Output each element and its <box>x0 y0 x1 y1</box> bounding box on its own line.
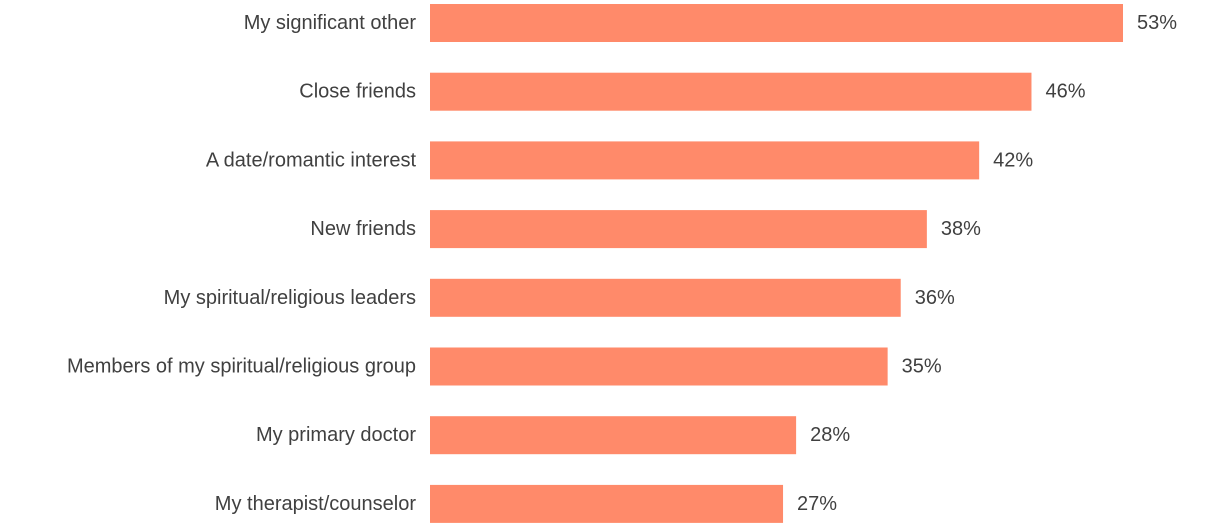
value-label: 27% <box>797 493 837 515</box>
category-label: New friends <box>310 218 416 240</box>
value-label: 53% <box>1137 12 1177 34</box>
value-label: 38% <box>941 218 981 240</box>
category-label: My therapist/counselor <box>215 493 417 515</box>
bar <box>430 72 1032 111</box>
bar <box>430 141 980 180</box>
category-label: A date/romantic interest <box>206 149 417 171</box>
category-label: Members of my spiritual/religious group <box>67 356 416 378</box>
value-label: 46% <box>1045 81 1085 103</box>
category-label: Close friends <box>299 81 416 103</box>
bar <box>430 278 901 317</box>
value-label: 35% <box>902 356 942 378</box>
value-label: 36% <box>915 287 955 309</box>
category-label: My significant other <box>244 12 417 34</box>
category-label: My primary doctor <box>256 424 416 446</box>
bar <box>430 484 784 523</box>
value-label: 28% <box>810 424 850 446</box>
bar <box>430 416 797 455</box>
category-label: My spiritual/religious leaders <box>164 287 416 309</box>
bar <box>430 210 927 249</box>
value-label: 42% <box>993 149 1033 171</box>
bar <box>430 4 1123 42</box>
bar <box>430 347 888 386</box>
